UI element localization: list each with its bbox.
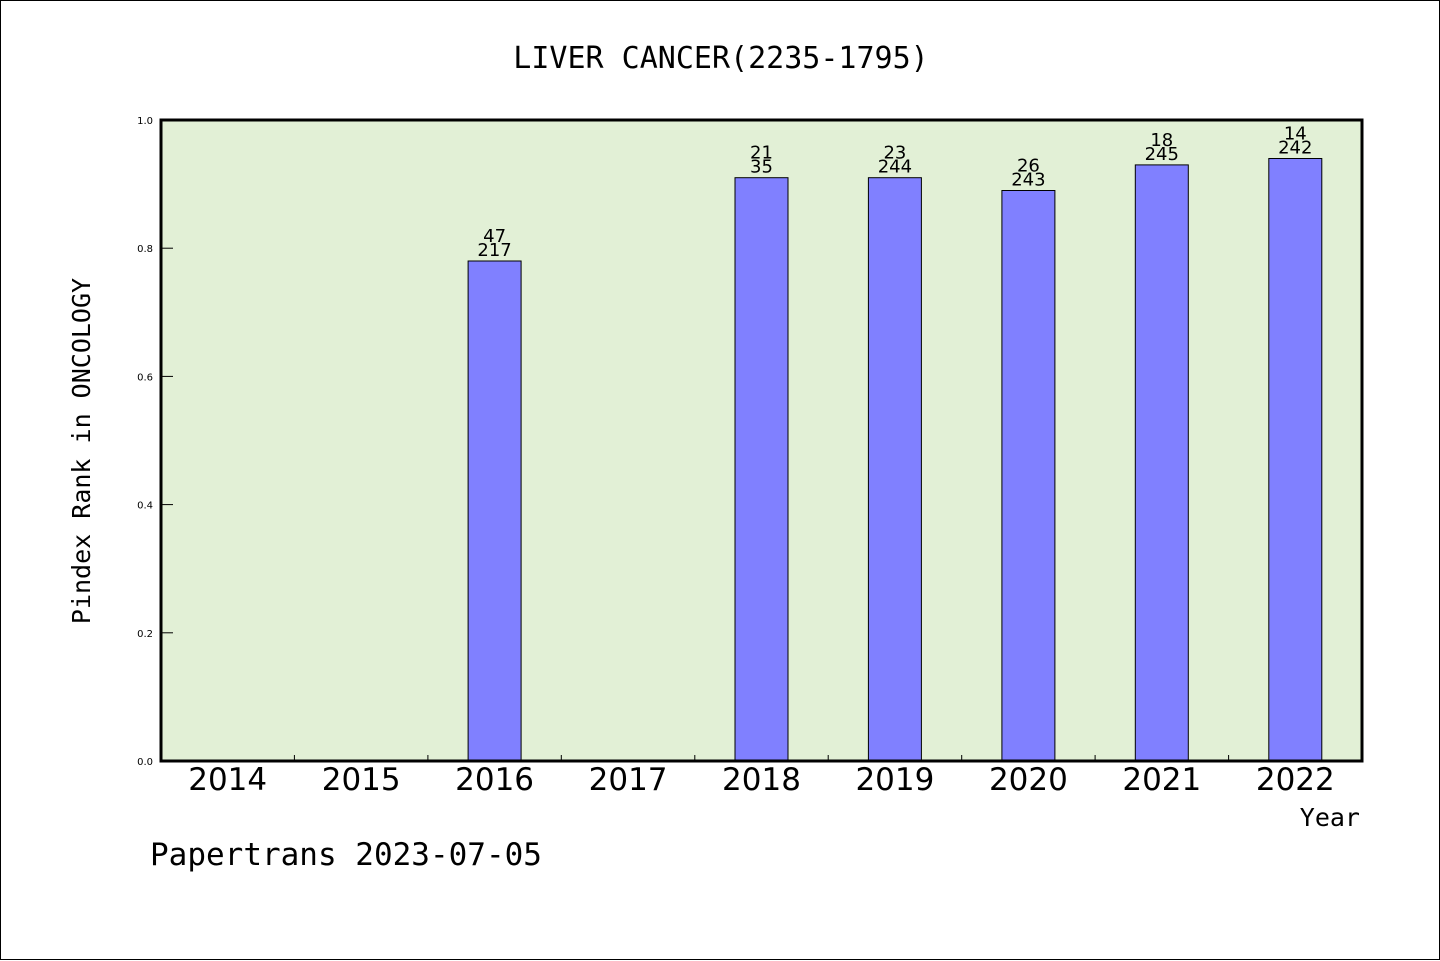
x-tick-label-2019: 2019 <box>855 762 934 798</box>
plot-border <box>159 118 1364 763</box>
bar-label-bottom-2019: 244 <box>878 157 912 178</box>
bar-label-bottom-2016: 217 <box>477 240 511 261</box>
chart-title: LIVER CANCER(2235-1795) <box>513 41 928 76</box>
bar-2021 <box>1134 164 1189 762</box>
x-tick-label-2017: 2017 <box>589 762 668 798</box>
x-tick-label-2018: 2018 <box>722 762 801 798</box>
x-tick-label-2016: 2016 <box>455 762 534 798</box>
x-tick-label-2014: 2014 <box>188 762 267 798</box>
bar-2022 <box>1268 158 1323 762</box>
bar-2019 <box>867 177 922 762</box>
x-tick-label-2015: 2015 <box>322 762 401 798</box>
x-axis: 2014 2015 2016 2017 2018 2019 2020 2021 2022 <box>188 755 1335 798</box>
x-tick-label-2022: 2022 <box>1256 762 1335 798</box>
bar-label-top-2019: 23 <box>883 143 906 164</box>
y-tick-label: 0.6 <box>137 372 153 383</box>
bar-2020 <box>1001 190 1056 762</box>
y-tick-label: 0.2 <box>137 629 153 640</box>
bar-label-top-2016: 47 <box>483 226 506 247</box>
footer-credit: Papertrans 2023-07-05 <box>150 837 542 873</box>
bar-2018 <box>734 177 789 762</box>
y-axis-label: Pindex Rank in ONCOLOGY <box>67 278 96 624</box>
bar-label-bottom-2020: 243 <box>1011 170 1045 191</box>
bar-label-bottom-2021: 245 <box>1145 144 1179 165</box>
x-tick-label-2021: 2021 <box>1122 762 1201 798</box>
bar-label-top-2018: 21 <box>750 143 773 164</box>
bar-label-bottom-2022: 242 <box>1278 138 1312 159</box>
bar-label-bottom-2018: 35 <box>750 157 773 178</box>
x-tick-label-2020: 2020 <box>989 762 1068 798</box>
bar-label-top-2021: 18 <box>1150 130 1173 151</box>
y-tick-label: 0.4 <box>137 501 153 512</box>
y-tick-label: 0.0 <box>137 757 153 768</box>
x-axis-label: Year <box>1300 803 1360 832</box>
bar-label-top-2020: 26 <box>1017 156 1040 177</box>
bars-layer <box>467 158 1323 762</box>
y-tick-label: 0.8 <box>137 244 153 255</box>
bar-2016 <box>467 260 522 762</box>
bar-label-top-2022: 14 <box>1284 124 1307 145</box>
y-tick-label: 1.0 <box>137 116 153 127</box>
